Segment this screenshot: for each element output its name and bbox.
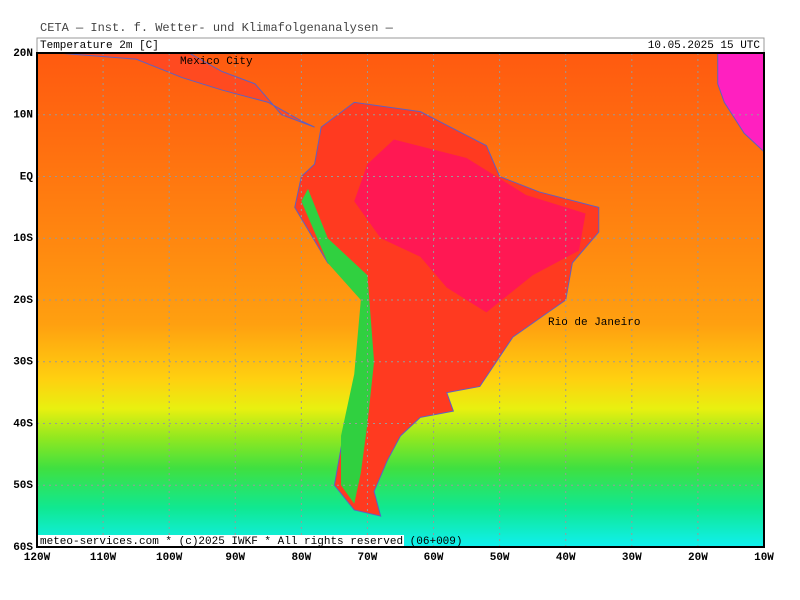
map-title: Temperature 2m [C] <box>40 40 159 52</box>
lat-label: 30S <box>13 357 33 369</box>
city-label: Rio de Janeiro <box>548 317 640 329</box>
lon-label: 50W <box>490 552 510 564</box>
lat-label: 20S <box>13 295 33 307</box>
lon-label: 100W <box>156 552 183 564</box>
africa <box>717 53 764 153</box>
lon-label: 70W <box>358 552 378 564</box>
lon-label: 110W <box>90 552 117 564</box>
lon-label: 20W <box>688 552 708 564</box>
lat-label: 40S <box>13 418 33 430</box>
grid <box>37 53 764 547</box>
lat-label: EQ <box>20 171 34 183</box>
map-frame <box>36 52 765 548</box>
central-america <box>56 53 315 128</box>
footer: meteo-services.com * (c)2025 IWKF * All … <box>40 536 462 548</box>
lat-label: 10N <box>13 110 33 122</box>
andes-cool <box>301 188 375 504</box>
lon-label: 80W <box>291 552 311 564</box>
footer-bg <box>37 535 404 547</box>
city-label: Mexico City <box>180 56 253 68</box>
lat-label: 50S <box>13 480 33 492</box>
lon-label: 10W <box>754 552 774 564</box>
map-area: Mexico City Rio de Janeiro meteo-service… <box>37 53 764 548</box>
lon-label: 120W <box>24 552 51 564</box>
lat-label: 20N <box>13 48 33 60</box>
lat-label: 10S <box>13 233 33 245</box>
map-date: 10.05.2025 15 UTC <box>648 40 761 52</box>
lon-label: 60W <box>424 552 444 564</box>
lat-label: 60S <box>13 542 33 554</box>
institute: CETA — Inst. f. Wetter- und Klimafolgena… <box>40 21 394 35</box>
lon-label: 90W <box>225 552 245 564</box>
hot-core <box>354 139 586 313</box>
lon-label: 30W <box>622 552 642 564</box>
lon-label: 40W <box>556 552 576 564</box>
